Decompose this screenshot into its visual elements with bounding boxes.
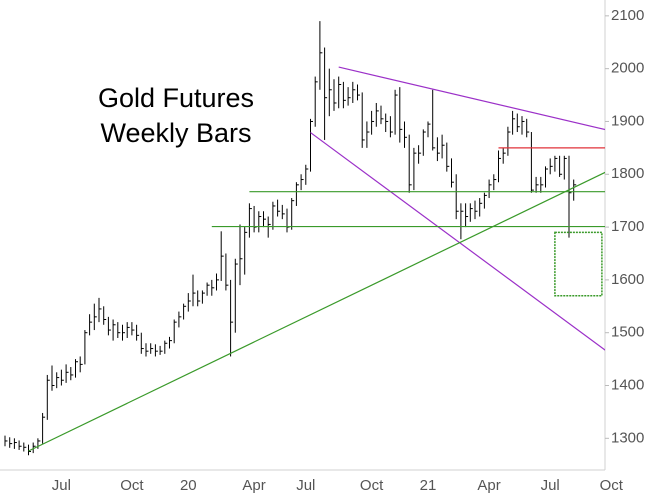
y-tick-label: 2100 [611, 7, 644, 24]
chart-title: Gold Futures [98, 83, 254, 113]
y-tick-label: 1700 [611, 218, 644, 235]
x-tick-label: Oct [600, 477, 624, 494]
plot-area [4, 21, 605, 456]
y-tick-label: 1500 [611, 324, 644, 341]
x-tick-label: 20 [180, 477, 197, 494]
x-tick-label: Jul [296, 477, 315, 494]
x-tick-label: Apr [477, 477, 500, 494]
x-tick-label: Apr [242, 477, 265, 494]
trendline [338, 66, 605, 131]
x-tick-label: Jul [52, 477, 71, 494]
x-tick-label: Jul [541, 477, 560, 494]
y-tick-label: 1400 [611, 376, 644, 393]
trendline [28, 171, 605, 452]
y-tick-label: 2000 [611, 60, 644, 77]
chart-subtitle: Weekly Bars [100, 118, 251, 148]
x-tick-label: 21 [420, 477, 437, 494]
trendline [310, 132, 605, 351]
y-tick-label: 1800 [611, 165, 644, 182]
target-box [554, 231, 603, 297]
y-tick-label: 1300 [611, 429, 644, 446]
y-tick-label: 1600 [611, 271, 644, 288]
y-tick-label: 1900 [611, 112, 644, 129]
x-tick-label: Oct [120, 477, 144, 494]
x-tick-label: Oct [360, 477, 384, 494]
